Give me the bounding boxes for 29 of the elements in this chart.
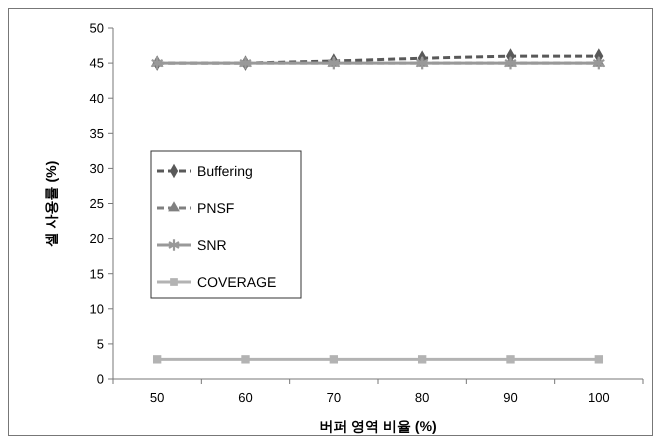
y-tick-label: 20 <box>90 231 104 246</box>
legend-label: SNR <box>197 236 227 253</box>
y-tick-label: 5 <box>96 336 104 352</box>
legend-label: COVERAGE <box>197 274 276 290</box>
y-tick-label: 45 <box>90 56 104 71</box>
y-tick-label: 40 <box>90 90 104 106</box>
legend-label: Buffering <box>197 162 253 179</box>
y-tick-label: 50 <box>90 20 104 36</box>
point <box>330 355 338 364</box>
x-tick-label: 50 <box>150 390 164 405</box>
x-tick-label: 90 <box>503 390 518 405</box>
y-tick-label: 0 <box>96 372 104 387</box>
x-tick-label: 100 <box>588 390 610 405</box>
point <box>241 355 250 364</box>
point <box>594 355 604 364</box>
x-tick-label: 60 <box>238 390 253 405</box>
point <box>506 355 515 364</box>
y-tick-label: 25 <box>90 196 104 212</box>
y-tick-label: 15 <box>90 266 104 282</box>
x-tick-label: 70 <box>326 390 342 405</box>
y-tick-label: 10 <box>90 301 104 316</box>
y-tick-label: 35 <box>90 126 104 141</box>
y-tick-label: 30 <box>90 160 104 176</box>
legend-label: PNSF <box>197 200 234 216</box>
x-axis-title: 버퍼 영역 비율 (%) <box>319 418 437 434</box>
point <box>152 355 162 364</box>
y-axis-title: 셀 사용률 (%) <box>43 160 59 248</box>
point <box>418 355 426 364</box>
x-tick-label: 80 <box>414 390 430 405</box>
